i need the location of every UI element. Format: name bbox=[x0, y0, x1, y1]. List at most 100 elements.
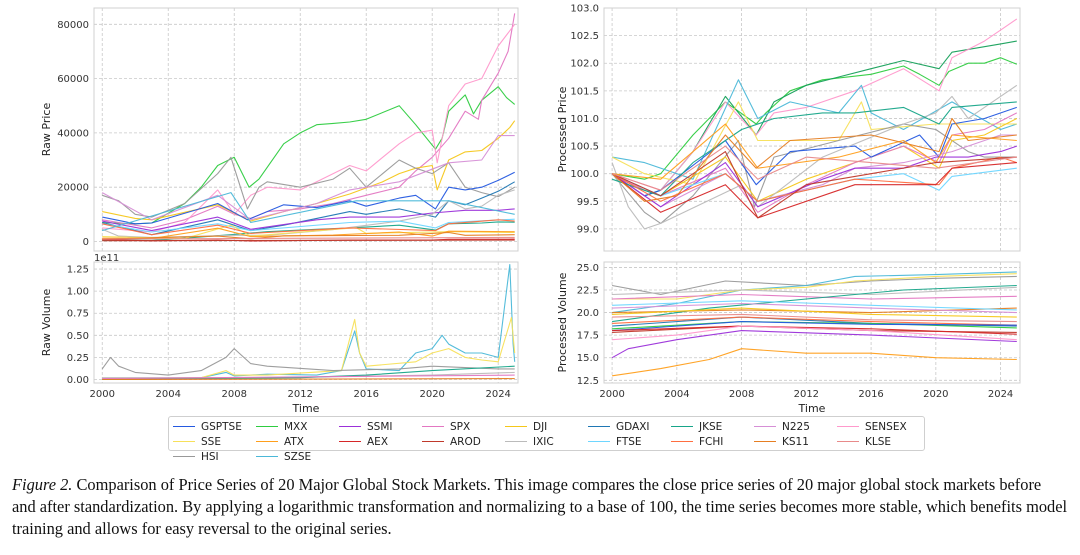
legend-swatch bbox=[754, 441, 776, 442]
x-tick-label: 2024 bbox=[485, 389, 510, 400]
legend-item-ftse: FTSE bbox=[588, 434, 671, 449]
series-line-hsi bbox=[101, 348, 515, 376]
chart-panel-bottom-left: 0.00 0.25 0.50 0.75 1.00 1.25 2000 2004 2008 2012… bbox=[40, 253, 519, 415]
y-tick-label: 100.0 bbox=[570, 169, 599, 180]
series-line-ks11 bbox=[102, 231, 515, 240]
legend-label: SSMI bbox=[367, 420, 393, 433]
legend-label: HSI bbox=[201, 450, 219, 463]
series-group bbox=[101, 13, 516, 242]
y-tick-label: 0 bbox=[83, 237, 89, 248]
chart-panel-top-left: 0 20000 40000 60000 80000 Raw Price bbox=[40, 7, 519, 252]
series-line-ftse bbox=[612, 300, 1017, 311]
x-tick-label: 2012 bbox=[794, 389, 819, 400]
legend-label: N225 bbox=[782, 420, 810, 433]
series-line-spx bbox=[612, 293, 1017, 300]
y-tick-label: 103.0 bbox=[570, 4, 599, 15]
y-scale-offset-label: 1e11 bbox=[94, 253, 119, 264]
y-tick-label: 101.0 bbox=[570, 114, 599, 125]
legend-item-szse: SZSE bbox=[256, 449, 339, 464]
legend-label: GDAXI bbox=[616, 420, 650, 433]
legend-item-arod: AROD bbox=[422, 434, 505, 449]
legend-item-ssmi: SSMI bbox=[339, 419, 422, 434]
legend-swatch bbox=[588, 426, 610, 427]
legend-swatch bbox=[422, 426, 444, 427]
legend-label: SENSEX bbox=[865, 420, 907, 433]
legend-item-ks11: KS11 bbox=[754, 434, 837, 449]
series-line-jkse bbox=[611, 101, 1017, 197]
legend-swatch bbox=[173, 456, 195, 457]
series-line-ks11 bbox=[102, 378, 515, 381]
series-line-sse bbox=[611, 101, 1017, 186]
y-tick-label: 15.0 bbox=[577, 353, 599, 364]
legend-item-mxx: MXX bbox=[256, 419, 339, 434]
x-tick-label: 2016 bbox=[353, 389, 378, 400]
series-line-hsi bbox=[102, 156, 515, 218]
y-tick-label: 99.5 bbox=[577, 197, 599, 208]
x-tick-label: 2004 bbox=[664, 389, 689, 400]
x-axis-label: Time bbox=[292, 402, 320, 415]
legend: GSPTSE MXX SSMI SPX DJI GDAXI JKSE N225 SENSEX SS… bbox=[168, 416, 925, 463]
series-line-sensex bbox=[612, 325, 1017, 341]
series-line-ftse bbox=[102, 218, 515, 233]
y-tick-label: 40000 bbox=[57, 128, 89, 139]
legend-label: SSE bbox=[201, 435, 221, 448]
legend-swatch bbox=[505, 441, 527, 442]
series-group bbox=[611, 271, 1017, 377]
legend-item-aex: AEX bbox=[339, 434, 422, 449]
y-tick-label: 0.00 bbox=[67, 375, 89, 386]
x-axis-label: Time bbox=[798, 402, 826, 415]
x-tick-label: 2004 bbox=[156, 389, 181, 400]
legend-swatch bbox=[671, 441, 693, 442]
series-group bbox=[101, 264, 516, 381]
legend-swatch bbox=[588, 441, 610, 442]
series-line-szse bbox=[102, 192, 515, 232]
legend-label: SZSE bbox=[284, 450, 312, 463]
y-tick-label: 80000 bbox=[57, 20, 89, 31]
series-line-atx bbox=[612, 123, 1017, 180]
series-line-mxx bbox=[102, 86, 516, 225]
legend-swatch bbox=[256, 426, 278, 427]
legend-item-fchi: FCHI bbox=[671, 434, 754, 449]
series-line-szse bbox=[612, 79, 1017, 180]
series-line-klse bbox=[102, 236, 515, 240]
y-tick-label: 20000 bbox=[57, 183, 89, 194]
y-tick-label: 102.0 bbox=[570, 59, 599, 70]
figure-caption: Figure 2. Comparison of Price Series of … bbox=[12, 474, 1068, 540]
axes-frame bbox=[603, 261, 1021, 384]
series-line-n225 bbox=[612, 302, 1017, 314]
y-axis-label: Processed Price bbox=[556, 86, 569, 172]
legend-item-atx: ATX bbox=[256, 434, 339, 449]
legend-item-gdaxi: GDAXI bbox=[588, 419, 671, 434]
legend-swatch bbox=[837, 441, 859, 442]
series-line-gsptse bbox=[612, 321, 1017, 332]
series-line-spx bbox=[102, 13, 516, 229]
legend-label: ATX bbox=[284, 435, 304, 448]
series-line-dji bbox=[102, 120, 516, 222]
series-line-klse bbox=[612, 313, 1017, 323]
series-line-klse bbox=[611, 145, 1017, 191]
legend-label: FCHI bbox=[699, 435, 724, 448]
y-tick-label: 0.75 bbox=[67, 309, 89, 320]
legend-item-n225: N225 bbox=[754, 419, 837, 434]
legend-swatch bbox=[505, 426, 527, 427]
series-line-mxx bbox=[612, 57, 1018, 180]
x-tick-label: 2008 bbox=[729, 389, 754, 400]
x-tick-label: 2020 bbox=[923, 389, 948, 400]
legend-swatch bbox=[671, 426, 693, 427]
legend-label: KLSE bbox=[865, 435, 892, 448]
legend-item-klse: KLSE bbox=[837, 434, 920, 449]
legend-label: AEX bbox=[367, 435, 389, 448]
series-line-hsi bbox=[611, 275, 1017, 296]
series-line-fchi bbox=[102, 219, 515, 236]
series-line-sse bbox=[102, 317, 516, 380]
series-line-ssmi bbox=[611, 330, 1017, 359]
figure-canvas: 0 20000 40000 60000 80000 Raw Price 99.0 99.5 10… bbox=[40, 4, 1021, 415]
y-axis-label: Raw Volume bbox=[40, 288, 53, 356]
caption-text: Comparison of Price Series of 20 Major G… bbox=[12, 475, 1068, 538]
series-line-jkse bbox=[612, 284, 1017, 323]
series-line-atx bbox=[612, 348, 1017, 377]
legend-item-jkse: JKSE bbox=[671, 419, 754, 434]
legend-item-gsptse: GSPTSE bbox=[173, 419, 256, 434]
legend-item-dji: DJI bbox=[505, 419, 588, 434]
y-tick-label: 0.25 bbox=[67, 353, 89, 364]
